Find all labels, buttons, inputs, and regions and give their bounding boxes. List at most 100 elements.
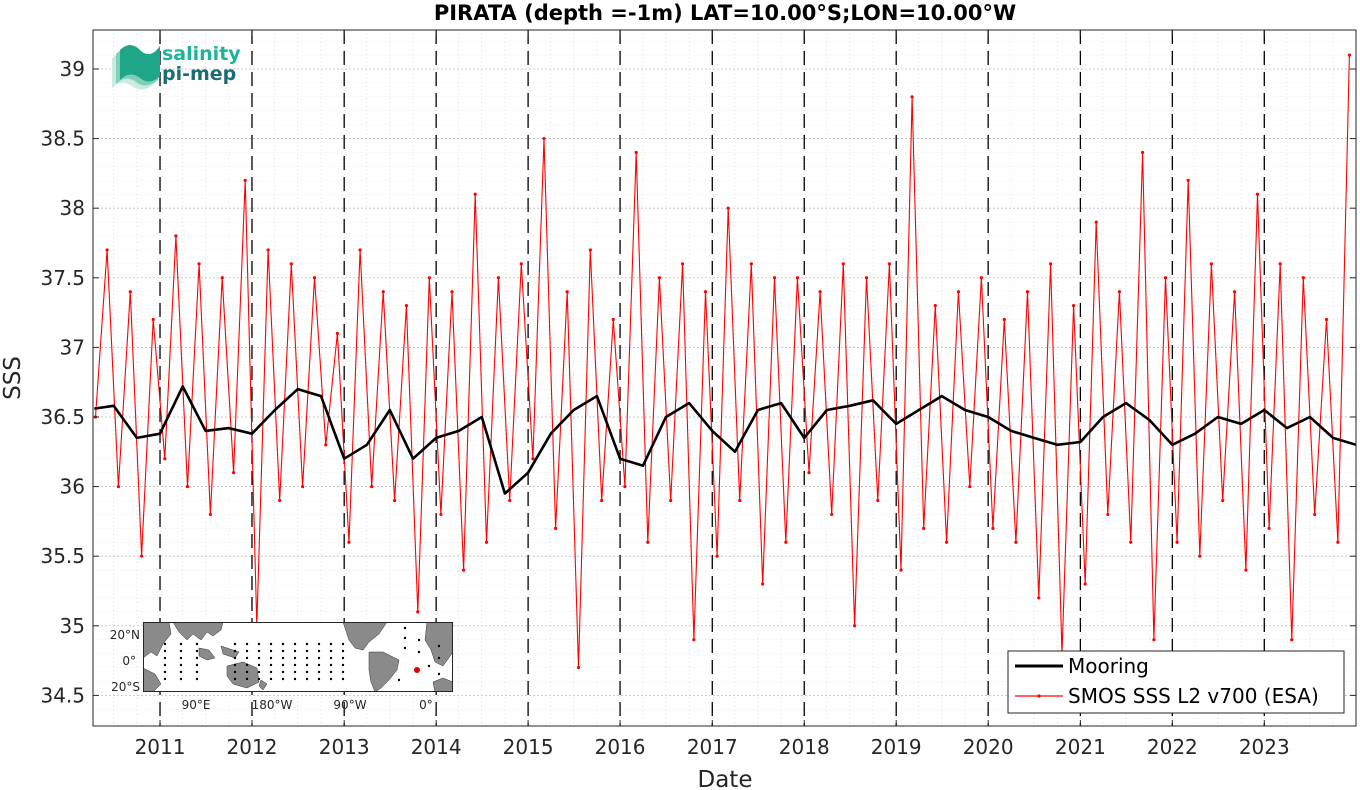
- smos-series-point: [1025, 290, 1030, 294]
- y-tick-label: 38: [60, 196, 85, 220]
- inset-mooring-dot: [293, 663, 297, 667]
- inset-mooring-dot: [163, 642, 167, 646]
- inset-mooring-dot: [195, 663, 199, 667]
- x-tick-label: 2019: [871, 735, 922, 759]
- smos-series-point: [1324, 317, 1329, 322]
- inset-mooring-dot: [257, 663, 261, 667]
- smos-series-point: [289, 262, 293, 266]
- inset-mooring-dot: [245, 670, 249, 674]
- inset-mooring-dot: [403, 636, 407, 640]
- inset-mooring-dot: [293, 677, 297, 681]
- inset-mooring-dot: [163, 656, 167, 660]
- smos-series-point: [370, 484, 374, 489]
- mooring-series-line: [94, 385, 1356, 495]
- smos-series-point: [634, 150, 638, 155]
- smos-series-point: [392, 498, 397, 503]
- inset-mooring-dot: [163, 663, 167, 667]
- smos-series-point: [1037, 596, 1041, 600]
- smos-series-point: [404, 304, 409, 308]
- legend-marker-smos: [1037, 694, 1041, 698]
- smos-series-point: [231, 471, 236, 475]
- inset-land: [143, 622, 453, 692]
- inset-mooring-dot: [317, 663, 321, 667]
- smos-series-point: [887, 262, 891, 266]
- plot-frame: [92, 29, 1357, 727]
- inset-mooring-dot: [329, 649, 333, 653]
- inset-mooring-dot: [317, 642, 321, 646]
- pimep-logo: salinity pi-mep: [108, 44, 248, 94]
- smos-series-point: [163, 457, 167, 461]
- smos-series-point: [553, 526, 558, 530]
- smos-series-point: [439, 512, 443, 517]
- smos-series-point: [784, 540, 788, 544]
- legend: Mooring SMOS SSS L2 v700 (ESA): [1007, 650, 1345, 714]
- x-tick-label: 2018: [779, 735, 830, 759]
- inset-mooring-dot: [437, 672, 441, 676]
- smos-series-point: [484, 540, 489, 544]
- smos-series-point: [462, 568, 466, 572]
- smos-series-point: [1267, 526, 1271, 530]
- smos-series-point: [208, 512, 213, 517]
- inset-mooring-dot: [305, 670, 309, 674]
- smos-series-point: [1278, 262, 1282, 266]
- inset-mooring-dot: [195, 656, 199, 660]
- logo-text-pimep: pi-mep: [162, 63, 237, 85]
- smos-series-point: [531, 457, 535, 461]
- inset-mooring-dot: [179, 642, 183, 646]
- y-tick-label: 38.5: [40, 127, 85, 151]
- inset-mooring-dot: [305, 677, 309, 681]
- inset-mooring-dot: [281, 649, 285, 653]
- inset-lat-label-20s: 20°S: [111, 680, 140, 694]
- smos-series-point: [335, 331, 339, 336]
- inset-mooring-dot: [329, 663, 333, 667]
- smos-series-line: [94, 55, 1350, 669]
- smos-series-point: [151, 317, 155, 322]
- smos-series-point: [1244, 568, 1248, 572]
- smos-series-point: [1002, 317, 1006, 322]
- smos-series-point: [864, 276, 869, 280]
- inset-mooring-dot: [417, 638, 421, 642]
- year-separator-lines: [159, 30, 1265, 726]
- smos-series-point: [1290, 638, 1294, 642]
- inset-mooring-dot: [437, 656, 441, 660]
- x-tick-label: 2016: [595, 735, 646, 759]
- inset-mooring-dot: [293, 642, 297, 646]
- smos-series-point: [128, 290, 132, 294]
- inset-mooring-dot: [245, 663, 249, 667]
- inset-map: [143, 622, 453, 692]
- smos-series-point: [1129, 540, 1133, 544]
- inset-mooring-dot: [269, 642, 273, 646]
- inset-lon-label-180w: 180°W: [252, 698, 293, 712]
- x-tick-label: 2017: [687, 735, 738, 759]
- y-tick-label: 37.5: [40, 266, 85, 290]
- smos-series-point: [427, 276, 431, 280]
- inset-mooring-dot: [281, 670, 285, 674]
- smos-series-point: [807, 471, 811, 475]
- inset-mooring-dot: [269, 656, 273, 660]
- smos-series-point: [174, 234, 178, 238]
- smos-series-point: [185, 484, 190, 489]
- inset-mooring-dot: [293, 670, 297, 674]
- x-tick-label: 2015: [503, 735, 554, 759]
- y-axis-ticks: 34.5 35 35.5 36 36.5 37 37.5 38 38.5 39: [40, 57, 1356, 707]
- inset-mooring-dot: [179, 670, 183, 674]
- smos-series-point: [657, 276, 661, 280]
- inset-mooring-dot: [257, 656, 261, 660]
- inset-mooring-dot: [341, 677, 345, 681]
- smos-series-point: [197, 262, 201, 266]
- inset-mooring-dot: [437, 644, 441, 648]
- inset-lon-label-90e: 90°E: [182, 698, 211, 712]
- inset-mooring-dot: [179, 663, 183, 667]
- smos-series-point: [841, 262, 845, 266]
- smos-series-point: [795, 276, 800, 280]
- smos-series-point: [324, 443, 328, 447]
- inset-mooring-dot: [269, 663, 273, 667]
- inset-mooring-dot: [195, 670, 199, 674]
- series-layer: [93, 53, 1356, 670]
- smos-series-point: [991, 526, 995, 530]
- smos-series-point: [1198, 554, 1202, 558]
- legend-box: [1007, 650, 1345, 714]
- smos-series-point: [669, 498, 673, 503]
- inset-mooring-dot: [305, 656, 309, 660]
- x-tick-label: 2023: [1239, 735, 1290, 759]
